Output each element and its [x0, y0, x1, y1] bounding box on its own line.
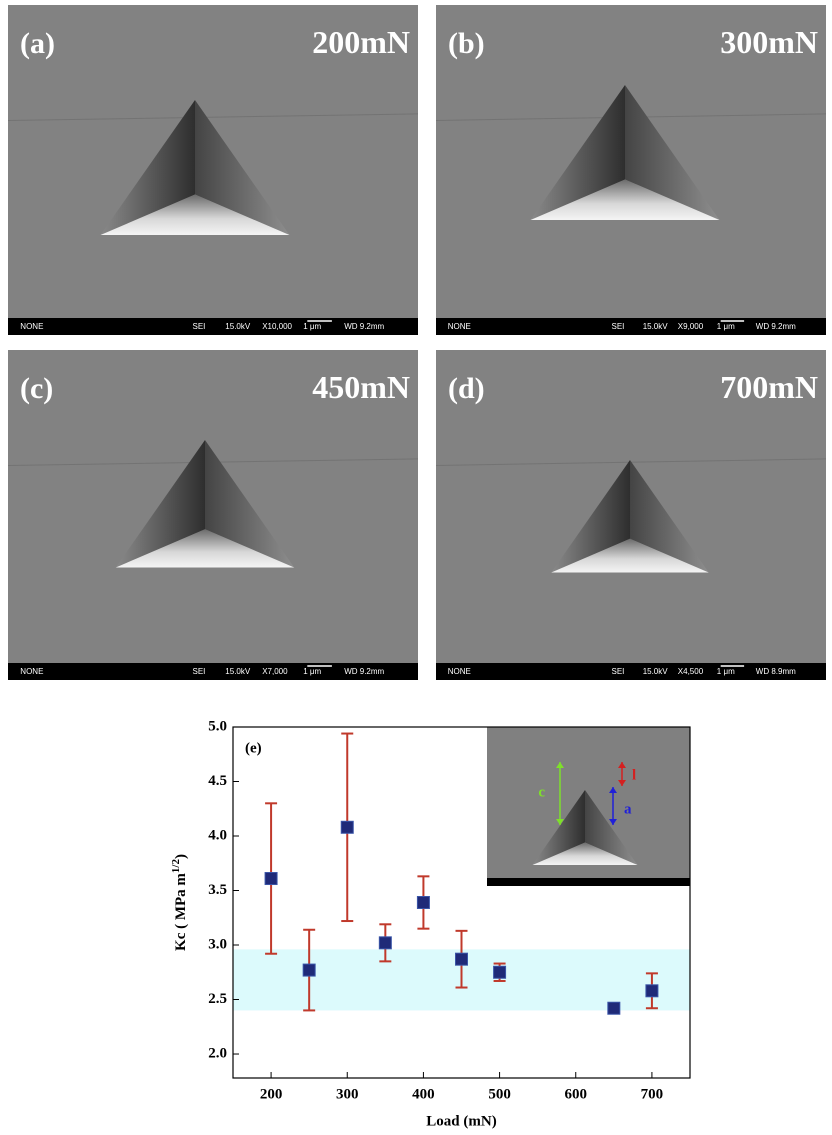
footer-text: 1 μm — [303, 667, 321, 676]
footer-text: X9,000 — [678, 322, 704, 331]
y-tick-label: 3.0 — [208, 936, 227, 952]
inset-footer — [487, 878, 690, 886]
page: (a) 200mN NONE SEI 15.0kV X10,000 1 μm WD 9.2mm… — [0, 0, 832, 1135]
x-tick-label: 600 — [565, 1086, 588, 1102]
panel-label: (d) — [448, 372, 485, 405]
data-point — [456, 953, 468, 965]
panel-annotation: (e) — [245, 740, 262, 756]
inset-image: c l a — [487, 727, 690, 886]
y-axis-label-part: 1/2 — [170, 859, 182, 874]
x-tick-label: 200 — [260, 1086, 283, 1102]
data-point — [379, 937, 391, 949]
x-tick-label: 500 — [488, 1086, 511, 1102]
sem-image: (b) 300mN NONE SEI 15.0kV X9,000 1 μm WD 9.2mm — [436, 5, 826, 335]
data-point — [494, 966, 506, 978]
footer-text: SEI — [193, 667, 206, 676]
sem-image: (d) 700mN NONE SEI 15.0kV X4,500 1 μm WD 8.9mm — [436, 350, 826, 680]
footer-text: WD 9.2mm — [756, 322, 796, 331]
panel-label: (c) — [20, 372, 53, 405]
panel-load: 700mN — [720, 369, 818, 405]
x-tick-label: 400 — [412, 1086, 435, 1102]
footer-text: NONE — [448, 322, 471, 331]
panel-label: (b) — [448, 27, 485, 60]
y-tick-label: 3.5 — [208, 882, 227, 898]
footer-text: X7,000 — [262, 667, 288, 676]
panel-load: 300mN — [720, 24, 818, 60]
footer-text: NONE — [448, 667, 471, 676]
footer-text: 15.0kV — [225, 322, 251, 331]
inset-label: c — [538, 784, 545, 800]
data-point — [265, 873, 277, 885]
footer-text: WD 8.9mm — [756, 667, 796, 676]
footer-text: SEI — [612, 667, 625, 676]
sem-image: (c) 450mN NONE SEI 15.0kV X7,000 1 μm WD 9.2mm — [8, 350, 418, 680]
x-tick-label: 700 — [641, 1086, 664, 1102]
panel-load: 450mN — [312, 369, 410, 405]
footer-text: WD 9.2mm — [344, 322, 384, 331]
footer-text: 1 μm — [303, 322, 321, 331]
footer-text: 1 μm — [717, 667, 735, 676]
y-axis-label: Kc ( MPa m1/2) — [170, 854, 190, 951]
y-tick-label: 4.0 — [208, 827, 227, 843]
footer-text: 15.0kV — [643, 667, 669, 676]
footer-text: SEI — [193, 322, 206, 331]
footer-text: NONE — [20, 667, 43, 676]
y-tick-label: 2.5 — [208, 991, 227, 1007]
data-point — [341, 821, 353, 833]
data-point — [417, 897, 429, 909]
y-tick-label: 2.0 — [208, 1045, 227, 1061]
y-tick-label: 5.0 — [208, 718, 227, 734]
footer-text: SEI — [612, 322, 625, 331]
footer-text: NONE — [20, 322, 43, 331]
footer-text: 1 μm — [717, 322, 735, 331]
footer-text: X10,000 — [262, 322, 292, 331]
panel-label: (a) — [20, 27, 55, 60]
y-axis-label-part: Kc ( MPa m — [173, 873, 189, 951]
footer-text: 15.0kV — [643, 322, 669, 331]
x-tick-label: 300 — [336, 1086, 359, 1102]
panel-load: 200mN — [312, 24, 410, 60]
y-axis-label-part: ) — [173, 854, 189, 859]
inset-label: a — [624, 801, 632, 817]
data-point — [608, 1002, 620, 1014]
sem-image: (a) 200mN NONE SEI 15.0kV X10,000 1 μm WD 9.2mm — [8, 5, 418, 335]
figure: (a) 200mN NONE SEI 15.0kV X10,000 1 μm WD 9.2mm… — [0, 0, 832, 1135]
footer-text: X4,500 — [678, 667, 704, 676]
footer-text: WD 9.2mm — [344, 667, 384, 676]
data-point — [303, 964, 315, 976]
footer-text: 15.0kV — [225, 667, 251, 676]
y-tick-label: 4.5 — [208, 773, 227, 789]
x-axis-label: Load (mN) — [426, 1113, 496, 1129]
data-point — [646, 985, 658, 997]
inset-label: l — [632, 767, 636, 783]
